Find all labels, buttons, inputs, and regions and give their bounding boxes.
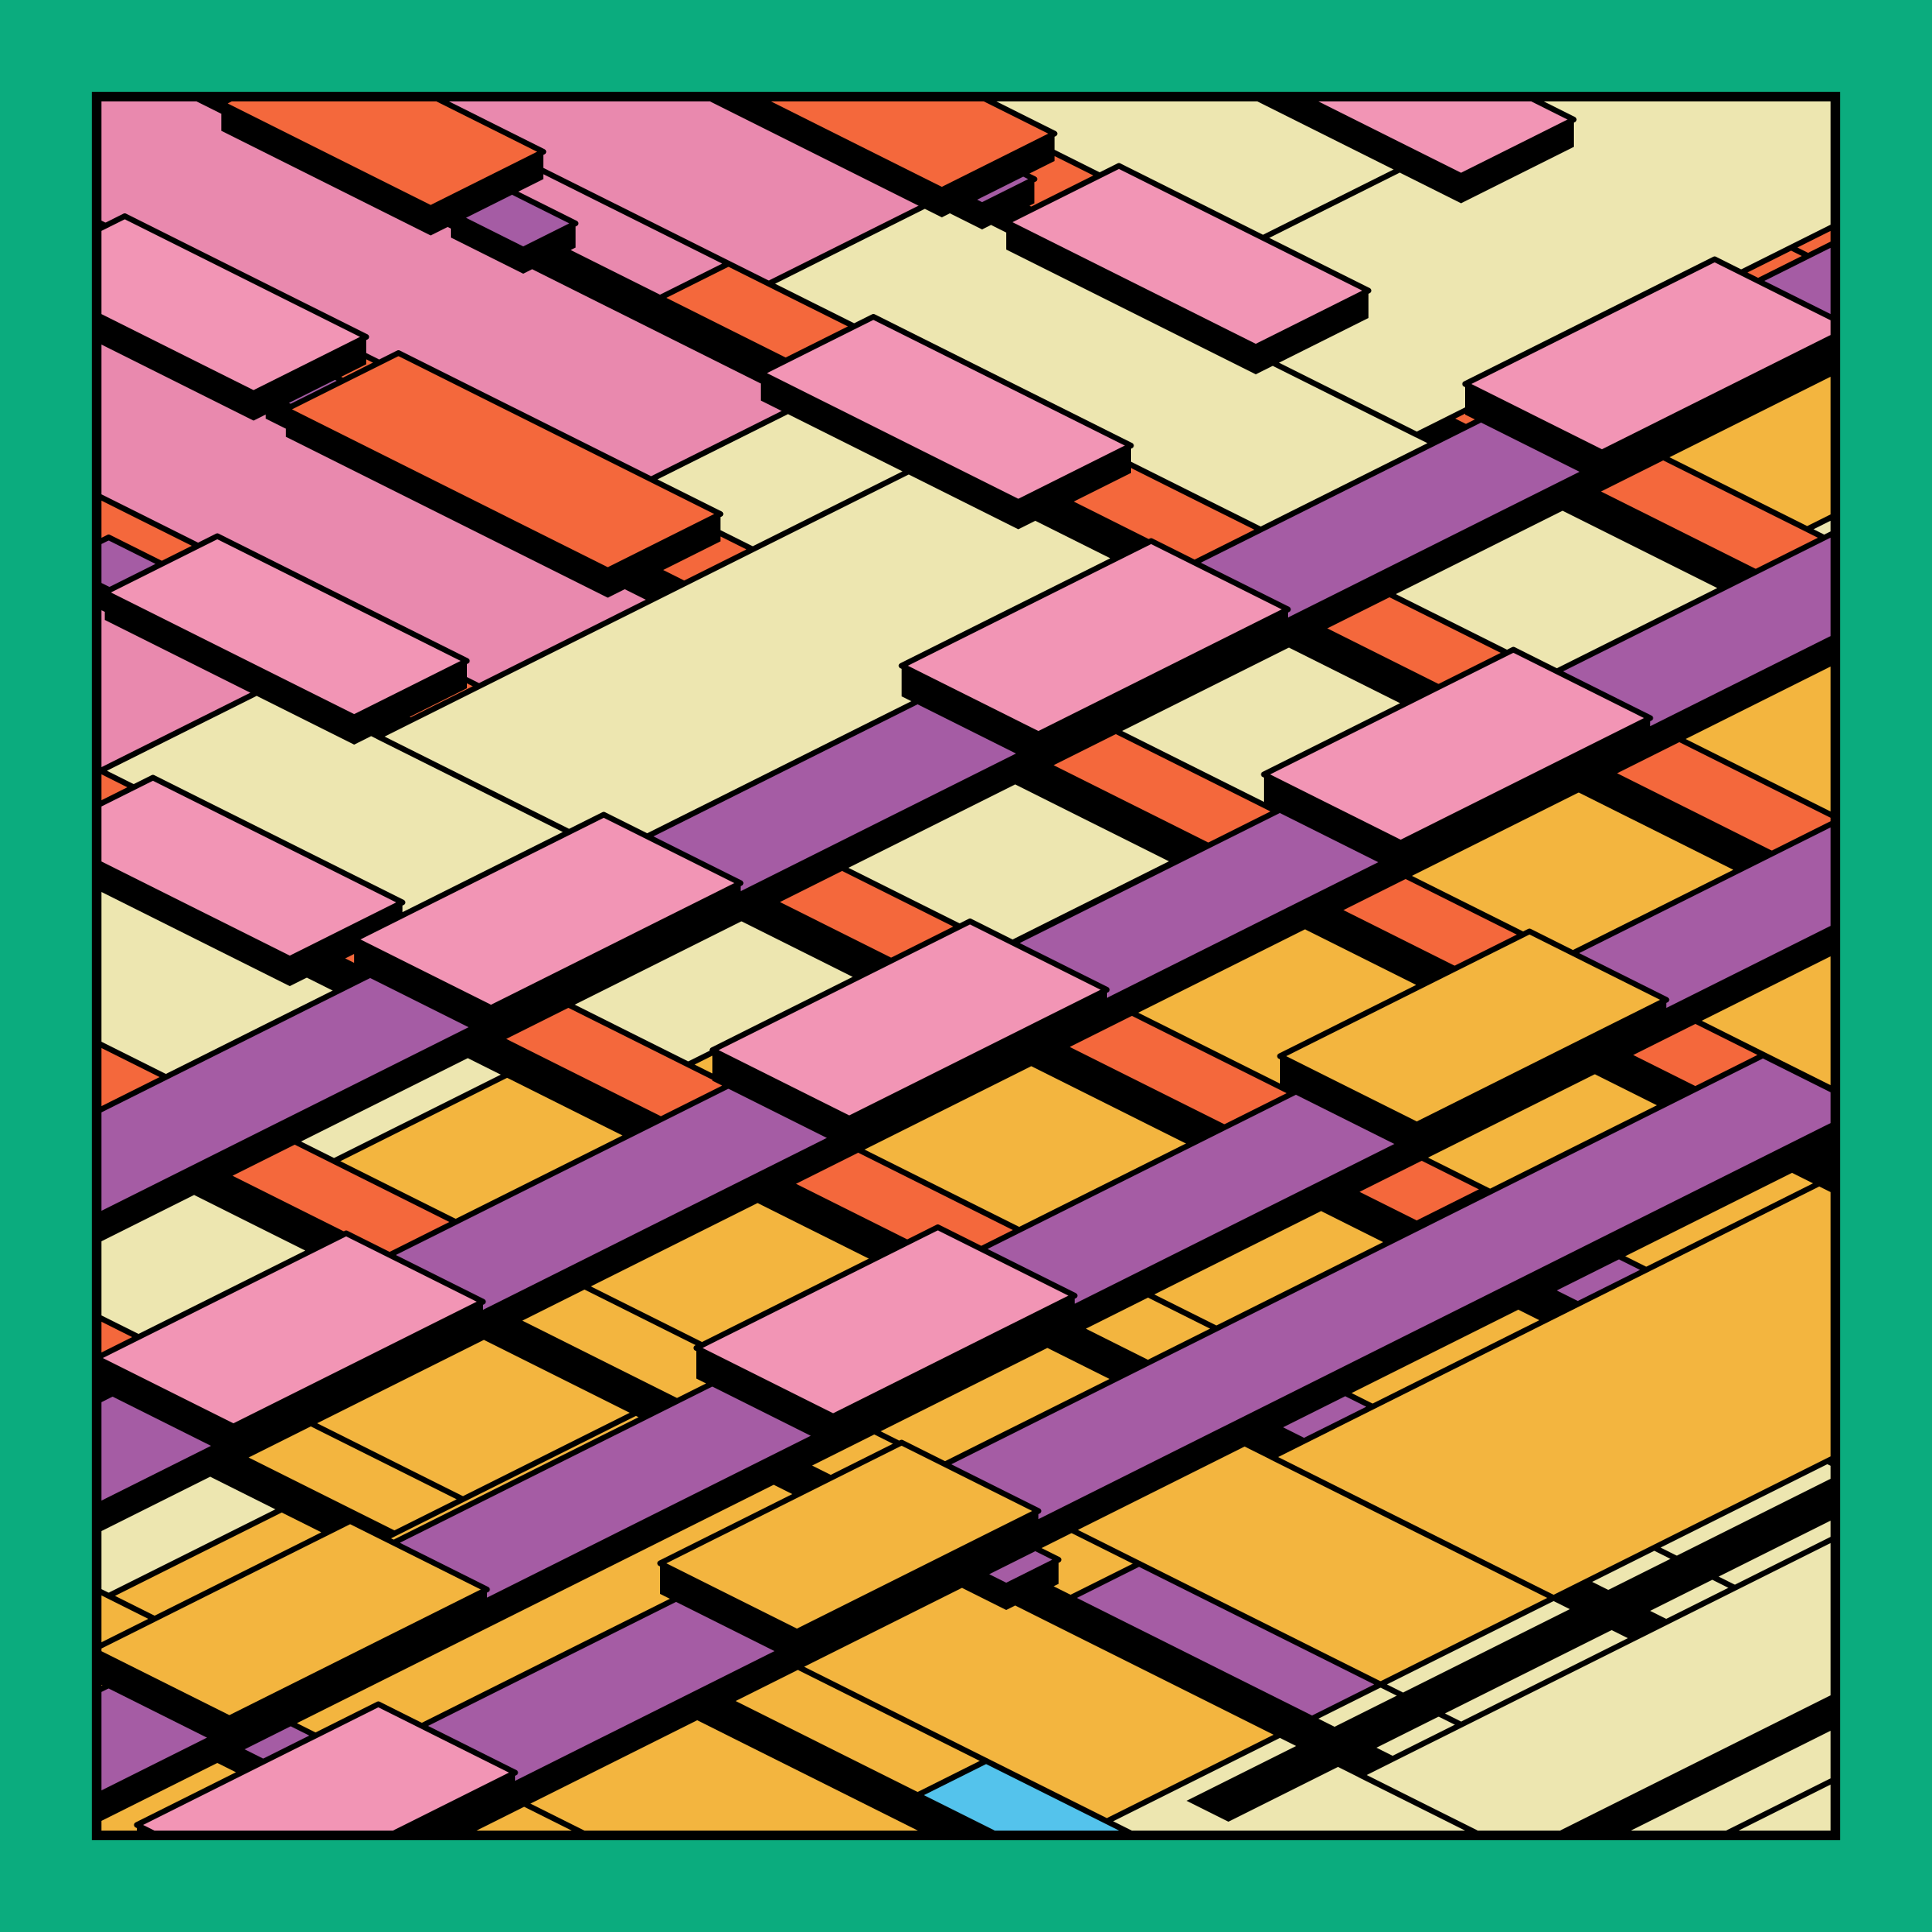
chain-bar-top (101, 1230, 486, 1430)
chain-bar-top (709, 919, 1110, 1121)
chain-bar-top (898, 538, 1291, 737)
purple-chain-top (206, 1052, 1831, 1831)
shadow-band (1560, 1695, 1831, 1831)
chain-bar-top (657, 1439, 1042, 1635)
ground-bar-top (758, 314, 1134, 505)
chain-bar-top (693, 1224, 1078, 1419)
ground-bar-top (101, 533, 470, 720)
stripe-segment (914, 1758, 1132, 1831)
ground-bar-top (1003, 163, 1372, 350)
weave-panel (1269, 1180, 1831, 1601)
weave-panel (1140, 101, 1831, 438)
ground-bar-top (283, 350, 724, 573)
ground-bar-top (101, 774, 406, 962)
chain-bar-top (134, 1701, 518, 1831)
ground-bar-top (758, 101, 1058, 193)
ground-bar-top (218, 101, 547, 211)
frame-border (92, 92, 1840, 1840)
chain-bar-top (1277, 928, 1670, 1128)
shadow-band (1187, 1479, 1831, 1822)
ground-bar-top (1306, 101, 1577, 179)
ground-bar-top (101, 213, 369, 396)
plank-segment (101, 595, 277, 774)
chain-bar-top (1462, 256, 1831, 456)
chain-bar-top (351, 811, 744, 1011)
chain-bar-top (1261, 646, 1653, 846)
chain-bar-top (101, 1518, 490, 1721)
